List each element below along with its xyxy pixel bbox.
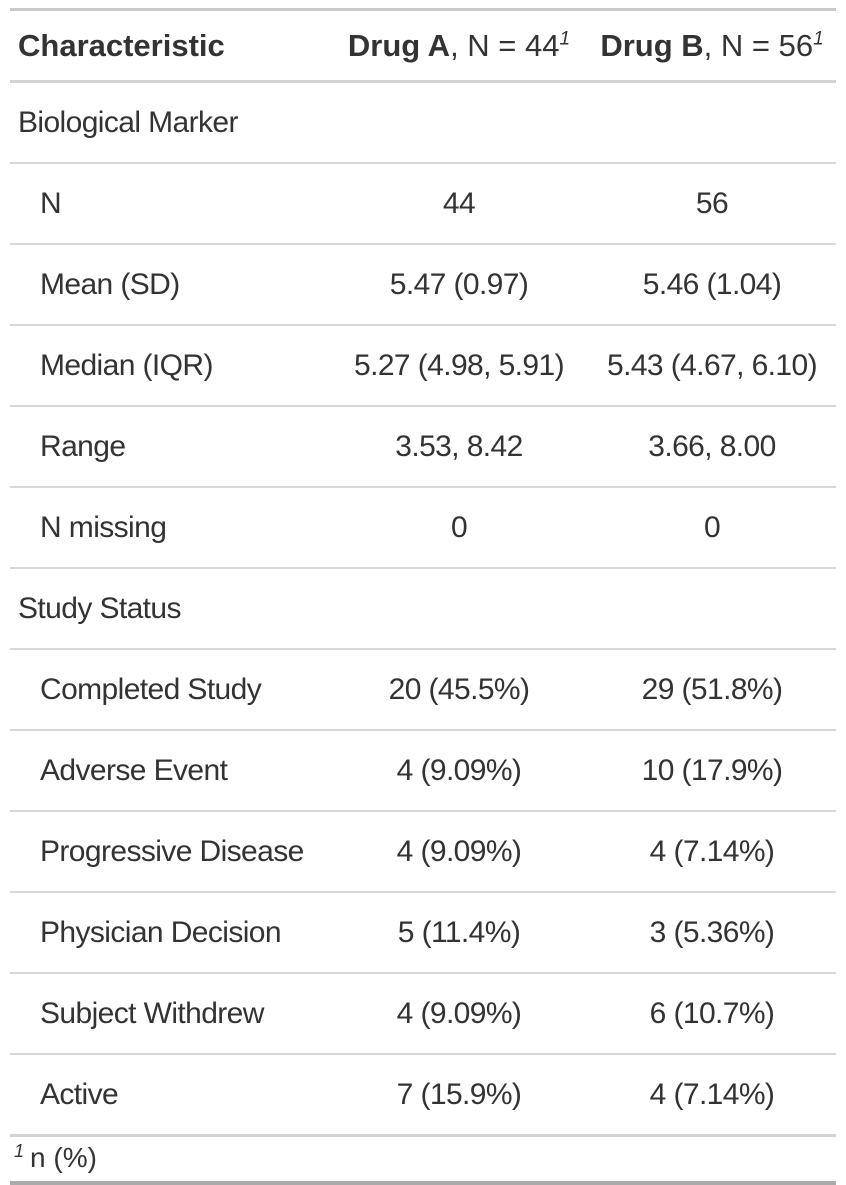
table-row: Range 3.53, 8.42 3.66, 8.00 bbox=[10, 405, 836, 487]
table-row: Progressive Disease 4 (9.09%) 4 (7.14%) bbox=[10, 810, 836, 892]
row-label: Range bbox=[10, 405, 330, 487]
drug-a-value: 4 (9.09%) bbox=[330, 972, 588, 1054]
drug-b-value: 5.43 (4.67, 6.10) bbox=[588, 324, 836, 406]
drug-b-value: 4 (7.14%) bbox=[588, 810, 836, 892]
table-row: Median (IQR) 5.27 (4.98, 5.91) 5.43 (4.6… bbox=[10, 324, 836, 406]
drug-b-value: 3 (5.36%) bbox=[588, 891, 836, 973]
drug-b-value: 6 (10.7%) bbox=[588, 972, 836, 1054]
drug-a-value: 20 (45.5%) bbox=[330, 648, 588, 730]
characteristic-label: Characteristic bbox=[18, 28, 225, 63]
table-row: Mean (SD) 5.47 (0.97) 5.46 (1.04) bbox=[10, 243, 836, 325]
table-row: N 44 56 bbox=[10, 162, 836, 244]
row-label: Subject Withdrew bbox=[10, 972, 330, 1054]
drug-a-value: 44 bbox=[330, 162, 588, 244]
row-label: Progressive Disease bbox=[10, 810, 330, 892]
drug-b-value: 5.46 (1.04) bbox=[588, 243, 836, 325]
drug-a-value: 5.47 (0.97) bbox=[330, 243, 588, 325]
row-label: Median (IQR) bbox=[10, 324, 330, 406]
table-row: Completed Study 20 (45.5%) 29 (51.8%) bbox=[10, 648, 836, 730]
group-row-biological-marker: Biological Marker bbox=[10, 82, 836, 164]
table-row: Adverse Event 4 (9.09%) 10 (17.9%) bbox=[10, 729, 836, 811]
summary-table: Characteristic Drug A, N = 441 Drug B, N… bbox=[10, 8, 836, 1185]
footnote-mark: 1 bbox=[14, 1140, 25, 1161]
row-label: Completed Study bbox=[10, 648, 330, 730]
drug-b-value: 4 (7.14%) bbox=[588, 1053, 836, 1136]
row-label: Active bbox=[10, 1053, 330, 1136]
table-row: Physician Decision 5 (11.4%) 3 (5.36%) bbox=[10, 891, 836, 973]
header-row: Characteristic Drug A, N = 441 Drug B, N… bbox=[10, 9, 836, 83]
drug-a-value: 7 (15.9%) bbox=[330, 1053, 588, 1136]
drug-a-name: Drug A bbox=[347, 28, 451, 63]
drug-b-name: Drug B bbox=[600, 28, 704, 63]
drug-a-value: 3.53, 8.42 bbox=[330, 405, 588, 487]
drug-b-value: 10 (17.9%) bbox=[588, 729, 836, 811]
table-row: Subject Withdrew 4 (9.09%) 6 (10.7%) bbox=[10, 972, 836, 1054]
table-row: N missing 0 0 bbox=[10, 486, 836, 568]
drug-b-footnote-mark: 1 bbox=[813, 28, 824, 50]
column-header-drug-a: Drug A, N = 441 bbox=[330, 9, 588, 83]
row-label: Adverse Event bbox=[10, 729, 330, 811]
group-label: Biological Marker bbox=[18, 106, 238, 139]
drug-a-value: 4 (9.09%) bbox=[330, 729, 588, 811]
drug-b-value: 0 bbox=[588, 486, 836, 568]
group-label: Study Status bbox=[10, 567, 836, 649]
column-header-drug-b: Drug B, N = 561 bbox=[588, 9, 836, 83]
table-body: Biological Marker N 44 56 Mean (SD) 5.47… bbox=[10, 82, 836, 1136]
column-header-characteristic: Characteristic bbox=[10, 9, 330, 83]
drug-b-value: 3.66, 8.00 bbox=[588, 405, 836, 487]
drug-a-value: 5.27 (4.98, 5.91) bbox=[330, 324, 588, 406]
drug-a-n: , N = 44 bbox=[450, 28, 560, 63]
drug-b-n: , N = 56 bbox=[703, 28, 814, 63]
footnote-text: n (%) bbox=[30, 1142, 97, 1173]
drug-a-value: 5 (11.4%) bbox=[330, 891, 588, 973]
row-label: N bbox=[10, 162, 330, 244]
drug-a-footnote-mark: 1 bbox=[559, 28, 571, 50]
drug-b-value: 29 (51.8%) bbox=[588, 648, 836, 730]
drug-b-value: 56 bbox=[588, 162, 836, 244]
drug-a-value: 4 (9.09%) bbox=[330, 810, 588, 892]
group-row-study-status: Study Status bbox=[10, 567, 836, 649]
table-header: Characteristic Drug A, N = 441 Drug B, N… bbox=[10, 9, 836, 83]
row-label: Mean (SD) bbox=[10, 243, 330, 325]
row-label: Physician Decision bbox=[10, 891, 330, 973]
row-label: N missing bbox=[10, 486, 330, 568]
drug-a-value: 0 bbox=[330, 486, 588, 568]
table-row: Active 7 (15.9%) 4 (7.14%) bbox=[10, 1053, 836, 1136]
